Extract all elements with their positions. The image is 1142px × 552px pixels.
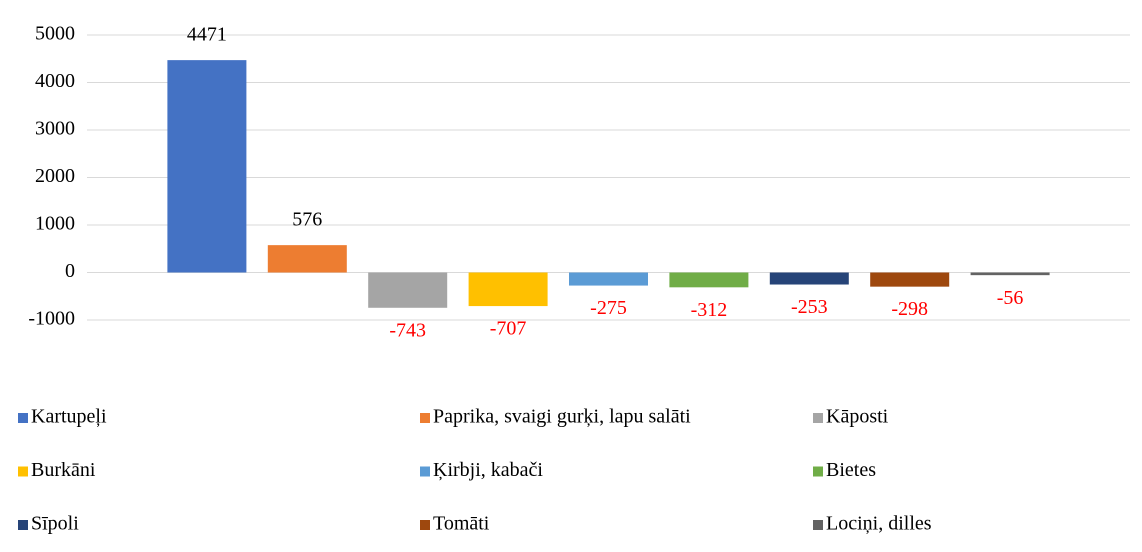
legend-marker [420,520,430,530]
data-label: -253 [791,296,828,318]
bar [769,272,849,285]
legend-label: Lociņi, dilles [826,513,932,535]
legend-marker [18,413,28,423]
legend-label: Sīpoli [31,513,79,535]
bar [368,272,448,308]
legend-label: Bietes [826,459,876,481]
legend-marker [813,466,823,477]
data-label: -707 [490,318,527,340]
legend-label: Burkāni [31,459,96,481]
legend-marker [420,413,430,423]
y-tick-label: 4000 [35,70,75,92]
y-tick-label: -1000 [28,308,75,330]
data-label: 4471 [187,24,227,46]
legend-label: Kartupeļi [31,406,107,428]
bar [669,272,749,288]
y-tick-label: 3000 [35,118,75,140]
y-tick-label: 5000 [35,23,75,45]
bar [569,272,648,286]
data-label: -312 [691,299,728,321]
data-label: -743 [389,319,426,341]
bar [267,245,347,273]
y-tick-label: 1000 [35,213,75,235]
legend-label: Paprika, svaigi gurķi, lapu salāti [433,406,691,428]
legend-label: Kāposti [826,406,889,428]
legend-marker [18,520,28,530]
legend-label: Ķirbji, kabači [433,459,543,481]
legend-marker [420,466,430,477]
bar [468,272,548,307]
data-label: -275 [590,297,627,319]
legend-marker [813,413,823,423]
y-tick-label: 2000 [35,165,75,187]
data-label: -56 [997,287,1024,309]
bar [870,272,950,287]
y-tick-label: 0 [65,260,75,282]
legend-marker [18,466,28,477]
bar [167,60,247,273]
data-label: 576 [292,209,322,231]
legend-marker [813,520,823,530]
bar [970,272,1050,276]
data-label: -298 [891,298,928,320]
legend-label: Tomāti [433,513,490,535]
